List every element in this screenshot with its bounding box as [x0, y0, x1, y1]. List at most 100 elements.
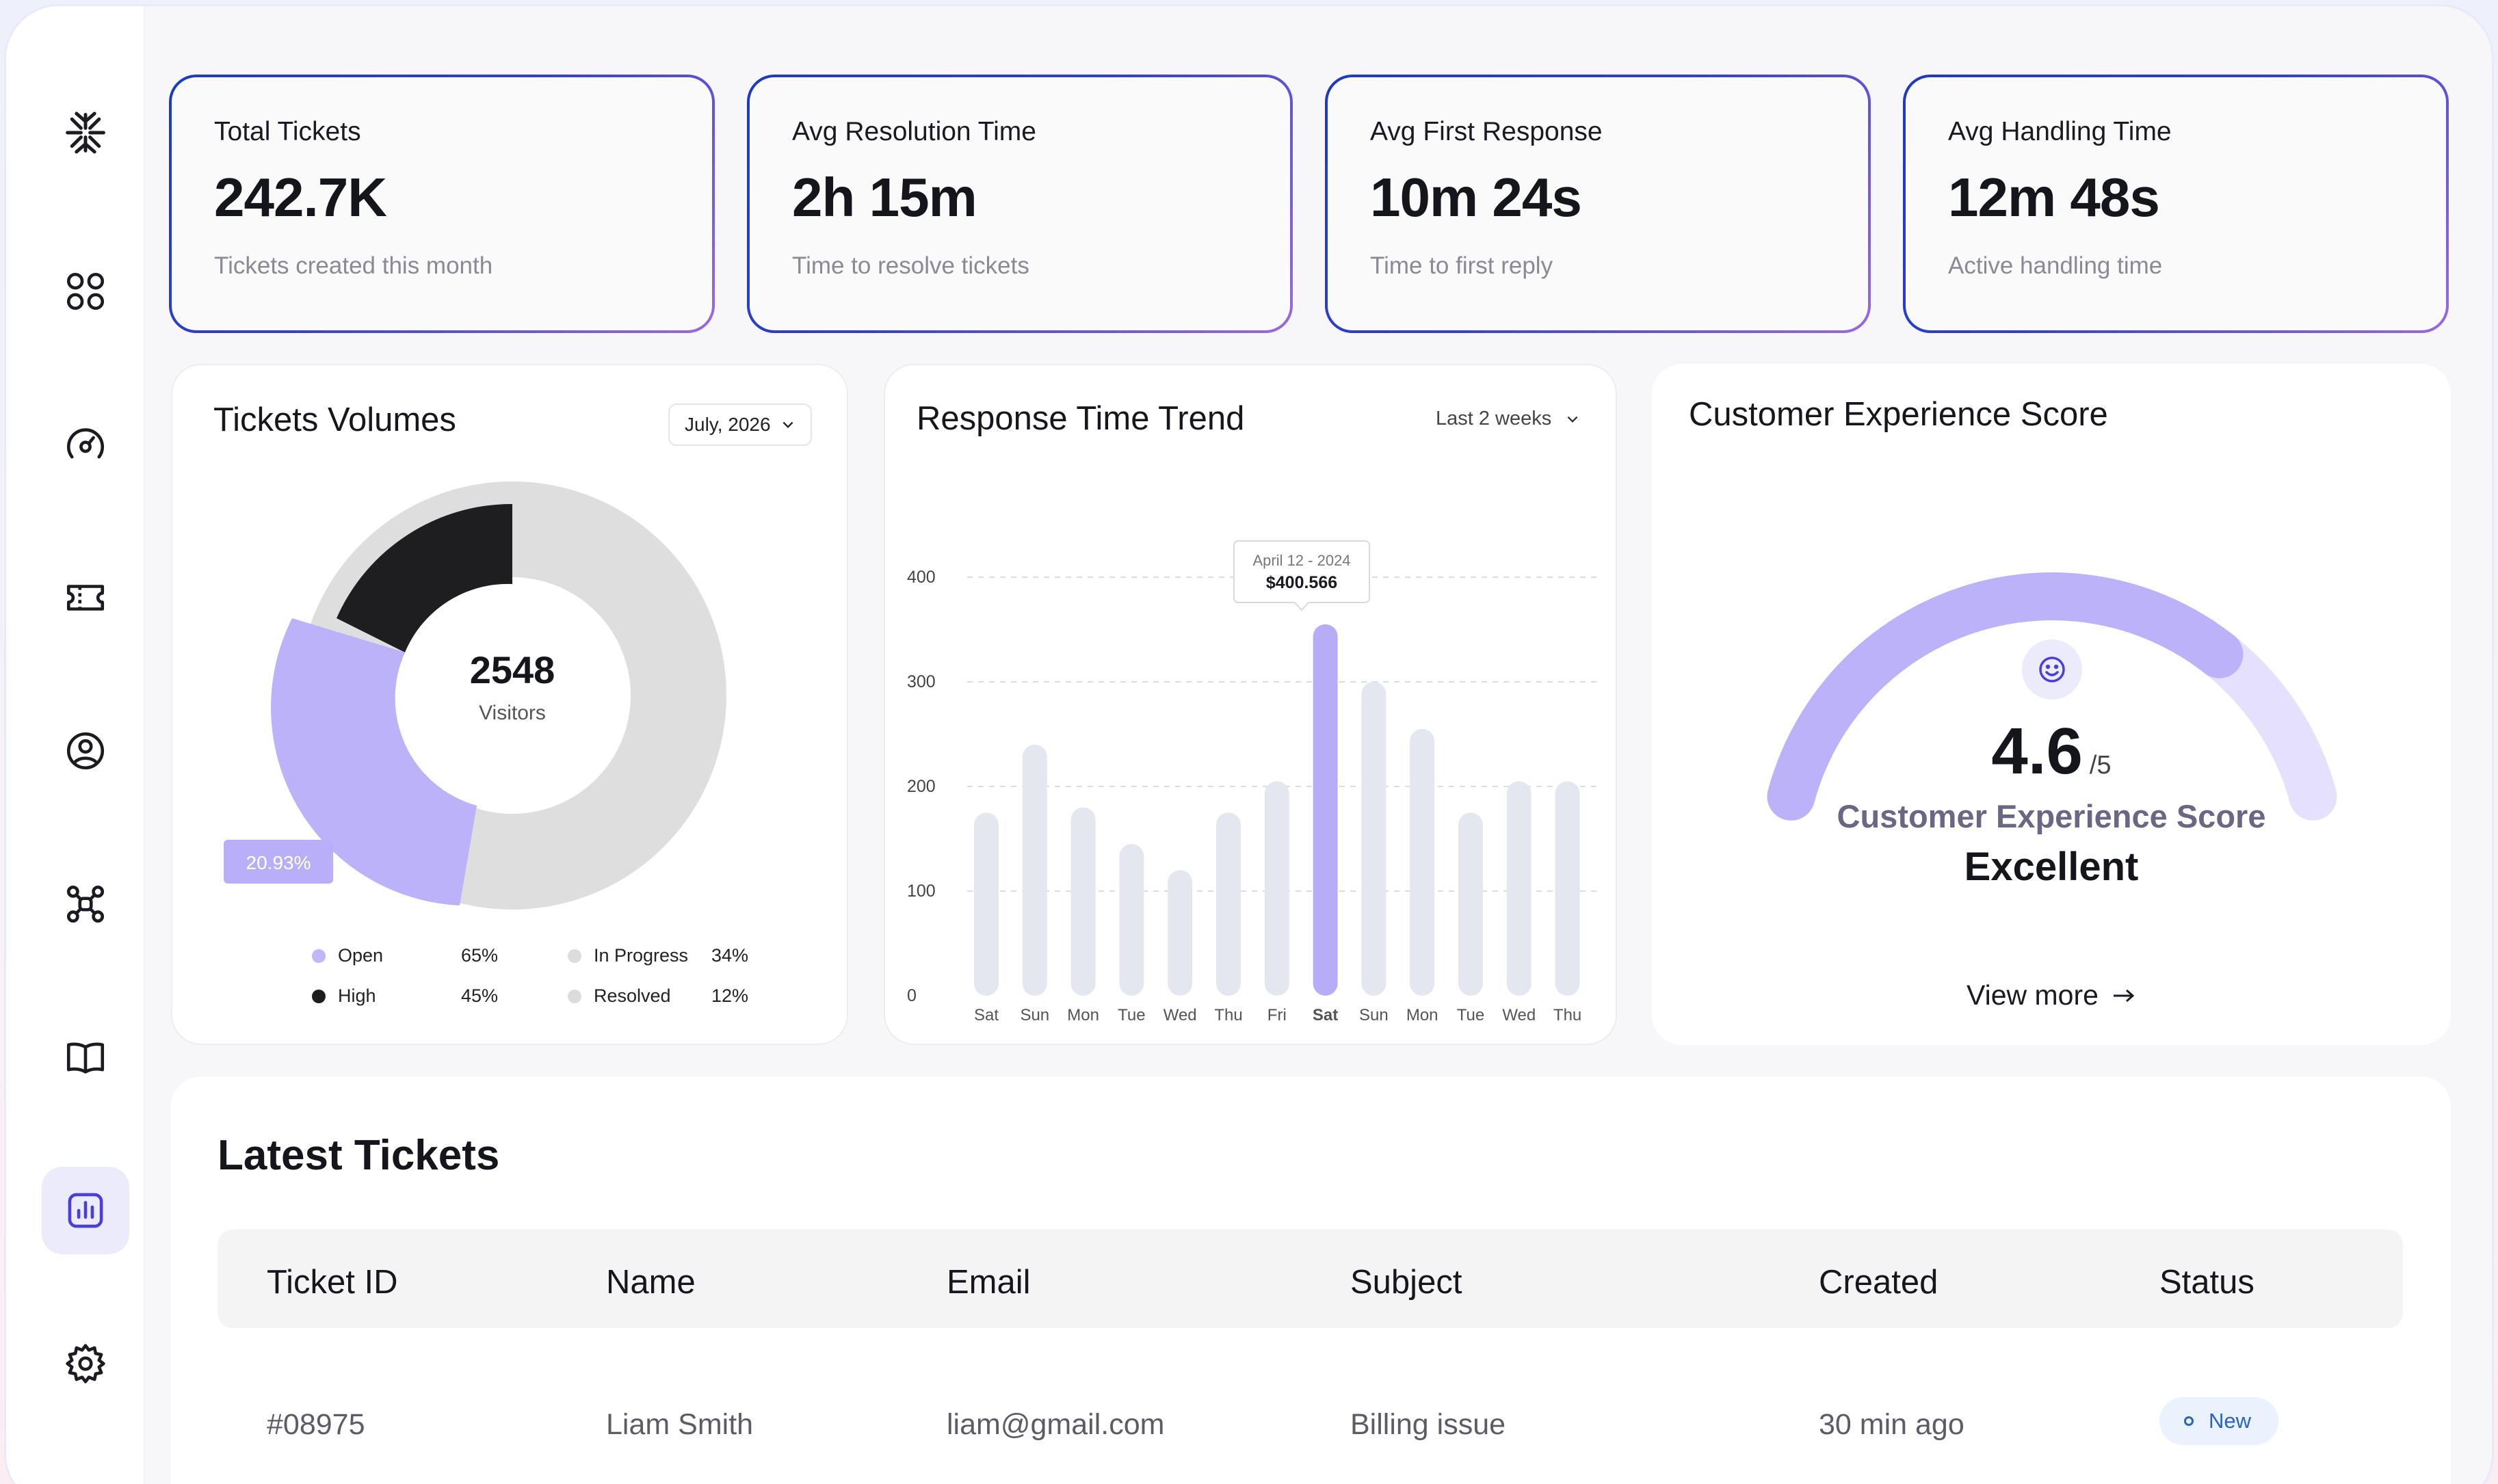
panel-title: Tickets Volumes	[213, 401, 456, 438]
y-tick-label: 0	[907, 986, 917, 1005]
stat-card-avg-resolution: Avg Resolution Time 2h 15m Time to resol…	[747, 75, 1293, 333]
bar-thu-12[interactable]	[1555, 781, 1580, 996]
legend-label: In Progress	[594, 945, 689, 966]
bar-sat-7[interactable]	[1313, 624, 1338, 996]
x-tick-label: Sat	[1313, 1006, 1338, 1024]
x-tick-label: Mon	[1067, 1006, 1099, 1024]
column-header-name[interactable]: Name	[606, 1264, 696, 1301]
period-value: July, 2026	[685, 414, 771, 435]
y-tick-label: 100	[907, 882, 936, 901]
column-header-email[interactable]: Email	[947, 1264, 1031, 1301]
bar-thu-5[interactable]	[1216, 812, 1241, 996]
chevron-down-icon	[783, 421, 793, 429]
donut-center-value: 2548	[470, 648, 555, 691]
gauge-icon[interactable]	[42, 401, 129, 488]
tooltip-value: $400.566	[1266, 573, 1337, 592]
user-icon[interactable]	[42, 707, 129, 795]
book-icon[interactable]	[42, 1013, 129, 1101]
legend-dot	[568, 989, 581, 1003]
latest-tickets-title: Latest Tickets	[218, 1132, 500, 1179]
dashboard-icon[interactable]	[42, 248, 129, 335]
legend-label: Open	[338, 945, 384, 966]
y-tick-label: 200	[907, 777, 936, 796]
legend-pct: 12%	[711, 985, 749, 1006]
tooltip-date: April 12 - 2024	[1252, 552, 1350, 569]
ticket-subject: Billing issue	[1350, 1408, 1506, 1441]
period-value: Last 2 weeks	[1436, 408, 1552, 429]
bar-sun-1[interactable]	[1022, 744, 1047, 996]
status-badge: New	[2159, 1397, 2279, 1445]
stat-subtitle: Tickets created this month	[214, 252, 493, 279]
bar-sat-0[interactable]	[974, 812, 999, 996]
stat-subtitle: Time to resolve tickets	[792, 252, 1029, 279]
ticket-id: #08975	[267, 1408, 365, 1441]
bar-tue-10[interactable]	[1458, 812, 1483, 996]
panel-title: Customer Experience Score	[1689, 396, 2108, 433]
bar-tue-3[interactable]	[1119, 844, 1144, 996]
bar-fri-6[interactable]	[1264, 781, 1289, 996]
stat-subtitle: Active handling time	[1948, 252, 2163, 279]
bar-sun-8[interactable]	[1361, 682, 1386, 996]
stat-title: Avg Resolution Time	[792, 117, 1036, 146]
column-header-subject[interactable]: Subject	[1350, 1264, 1462, 1301]
response-bar-chart: Sat Sun Mon Tue Wed Thu Fri Sat Sun Mon Tue Wed Thu …	[907, 540, 1598, 1024]
ticket-name: Liam Smith	[606, 1408, 754, 1441]
x-tick-label: Thu	[1553, 1006, 1581, 1024]
tickets-volumes-panel: Tickets Volumes July, 2026 2548 Visitors…	[171, 364, 848, 1045]
score-rating: Excellent	[1964, 845, 2139, 889]
arrow-right-icon	[2113, 989, 2135, 1002]
highlight-pct-label: 20.93%	[246, 852, 311, 873]
x-tick-label: Tue	[1457, 1006, 1484, 1024]
ticket-icon[interactable]	[42, 554, 129, 641]
stat-value: 10m 24s	[1370, 167, 1582, 228]
legend-label: Resolved	[594, 985, 671, 1006]
donut-segment-high	[337, 503, 512, 652]
donut-center-label: Visitors	[479, 702, 546, 724]
network-icon[interactable]	[42, 860, 129, 948]
smiley-icon	[2039, 657, 2065, 683]
x-tick-label: Tue	[1118, 1006, 1145, 1024]
chart-tooltip: April 12 - 2024 $400.566	[1233, 540, 1370, 611]
ticket-email: liam@gmail.com	[947, 1408, 1165, 1441]
settings-icon[interactable]	[42, 1320, 129, 1407]
status-label: New	[2209, 1409, 2252, 1433]
view-more-link[interactable]: View more	[1967, 979, 2135, 1011]
status-dot-icon	[2184, 1416, 2194, 1426]
legend-item-resolved: Resolved 12%	[568, 985, 748, 1007]
stat-value: 2h 15m	[792, 167, 977, 228]
logo-icon[interactable]	[42, 89, 129, 176]
cx-gauge	[1767, 572, 2337, 821]
legend-pct: 34%	[711, 945, 749, 966]
period-dropdown[interactable]: Last 2 weeks	[1436, 408, 1580, 430]
x-tick-label: Sun	[1359, 1006, 1389, 1024]
analytics-icon[interactable]	[42, 1167, 129, 1254]
column-header-ticket-id[interactable]: Ticket ID	[267, 1264, 398, 1301]
bar-wed-11[interactable]	[1506, 781, 1531, 996]
x-tick-label: Sun	[1020, 1006, 1049, 1024]
score-value: 4.6	[1991, 715, 2083, 788]
bar-mon-2[interactable]	[1070, 807, 1096, 996]
ticket-created: 30 min ago	[1819, 1408, 1964, 1441]
period-dropdown[interactable]: July, 2026	[668, 403, 812, 446]
legend-pct: 45%	[461, 985, 499, 1006]
stat-title: Avg Handling Time	[1948, 117, 2172, 146]
response-time-trend-panel: Response Time Trend Last 2 weeks Sat Sun M…	[884, 364, 1617, 1045]
customer-experience-panel: Customer Experience Score 4.6 /5 Custome…	[1652, 364, 2451, 1045]
score-label: Customer Experience Score	[1837, 798, 2266, 834]
x-tick-label: Thu	[1214, 1006, 1242, 1024]
legend-item-open: Open 65%	[312, 945, 498, 966]
legend-dot	[312, 989, 326, 1003]
y-tick-label: 300	[907, 672, 936, 691]
legend-item-in-progress: In Progress 34%	[568, 945, 748, 966]
bar-wed-4[interactable]	[1168, 870, 1193, 996]
column-header-status[interactable]: Status	[2159, 1264, 2254, 1301]
chevron-down-icon	[1567, 416, 1578, 423]
column-header-created[interactable]: Created	[1819, 1264, 1938, 1301]
legend-dot	[312, 949, 326, 963]
donut-chart: 2548 Visitors 20.93%	[224, 481, 726, 910]
x-tick-label: Wed	[1502, 1006, 1536, 1024]
bar-mon-9[interactable]	[1410, 728, 1435, 996]
gauge-fill	[1767, 572, 2244, 821]
stat-card-avg-first-response: Avg First Response 10m 24s Time to first…	[1325, 75, 1871, 333]
x-tick-label: Sat	[974, 1006, 999, 1024]
